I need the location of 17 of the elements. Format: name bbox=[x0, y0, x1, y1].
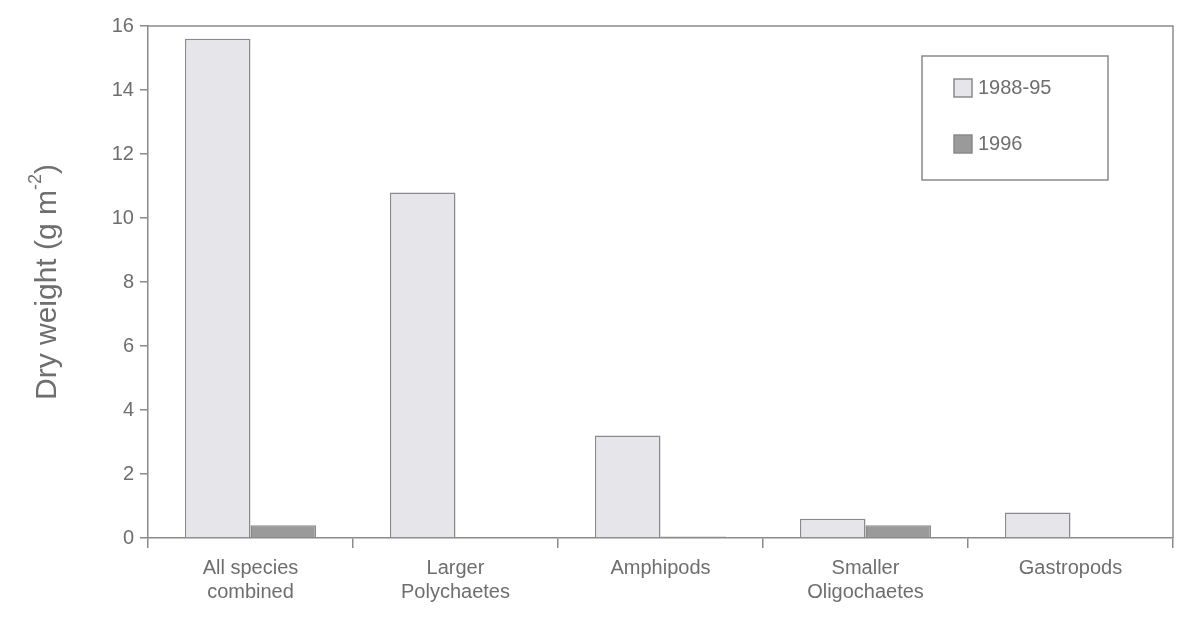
y-tick-label: 2 bbox=[122, 461, 134, 484]
x-tick-label: All species combined bbox=[202, 555, 299, 602]
y-tick-label: 10 bbox=[111, 205, 134, 228]
y-tick-label: 14 bbox=[111, 77, 134, 100]
y-tick-label: 0 bbox=[122, 525, 134, 548]
legend-label: 1996 bbox=[978, 131, 1023, 154]
y-tick-label: 8 bbox=[122, 269, 134, 292]
y-tick-label: 6 bbox=[122, 333, 134, 356]
x-tick-label: Larger Polychaetes bbox=[401, 555, 510, 602]
x-tick-label: Smaller Oligochaetes bbox=[807, 555, 924, 602]
y-axis-title: Dry weight (g m-2) bbox=[24, 163, 63, 401]
legend-label: 1988-95 bbox=[978, 75, 1052, 98]
y-tick-label: 4 bbox=[122, 397, 134, 420]
y-tick-label: 16 bbox=[111, 13, 134, 36]
x-tick-label: Amphipods bbox=[610, 555, 711, 578]
x-tick-label: Gastropods bbox=[1018, 555, 1123, 578]
y-tick-label: 12 bbox=[111, 141, 134, 164]
